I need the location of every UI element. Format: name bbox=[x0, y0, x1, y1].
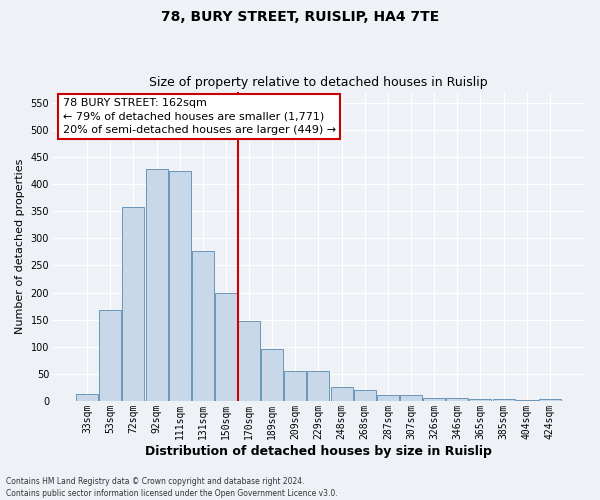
Bar bbox=[76, 394, 98, 401]
Title: Size of property relative to detached houses in Ruislip: Size of property relative to detached ho… bbox=[149, 76, 488, 90]
Bar bbox=[146, 169, 167, 401]
Bar bbox=[515, 400, 538, 401]
Bar bbox=[261, 349, 283, 401]
Bar bbox=[423, 398, 445, 401]
Y-axis label: Number of detached properties: Number of detached properties bbox=[15, 159, 25, 334]
Text: 78 BURY STREET: 162sqm
← 79% of detached houses are smaller (1,771)
20% of semi-: 78 BURY STREET: 162sqm ← 79% of detached… bbox=[62, 98, 336, 134]
Bar bbox=[215, 292, 237, 401]
X-axis label: Distribution of detached houses by size in Ruislip: Distribution of detached houses by size … bbox=[145, 444, 492, 458]
Bar bbox=[100, 310, 121, 401]
Bar bbox=[169, 170, 191, 401]
Bar bbox=[238, 320, 260, 401]
Bar bbox=[469, 398, 491, 401]
Text: Contains HM Land Registry data © Crown copyright and database right 2024.
Contai: Contains HM Land Registry data © Crown c… bbox=[6, 476, 338, 498]
Bar bbox=[192, 252, 214, 401]
Bar bbox=[493, 398, 515, 401]
Bar bbox=[377, 395, 399, 401]
Bar bbox=[354, 390, 376, 401]
Bar bbox=[400, 395, 422, 401]
Bar bbox=[284, 371, 307, 401]
Bar bbox=[122, 208, 145, 401]
Text: 78, BURY STREET, RUISLIP, HA4 7TE: 78, BURY STREET, RUISLIP, HA4 7TE bbox=[161, 10, 439, 24]
Bar bbox=[307, 371, 329, 401]
Bar bbox=[539, 398, 561, 401]
Bar bbox=[331, 387, 353, 401]
Bar bbox=[446, 398, 468, 401]
